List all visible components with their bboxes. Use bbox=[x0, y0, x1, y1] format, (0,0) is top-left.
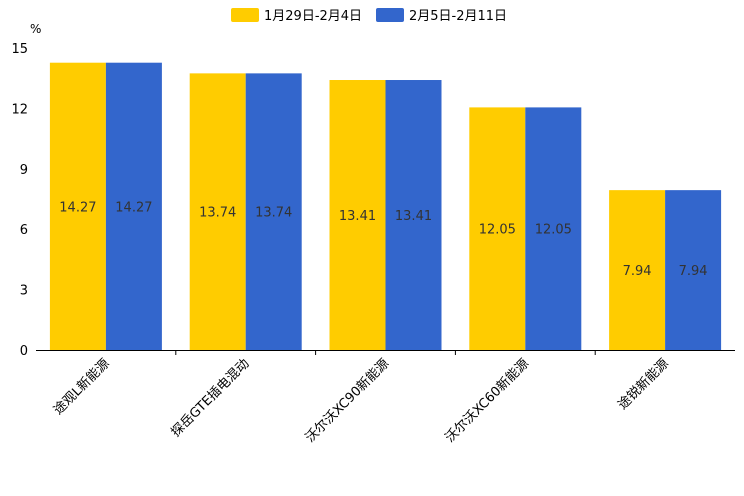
data-label: 13.41 bbox=[395, 209, 432, 224]
data-label: 14.27 bbox=[115, 200, 152, 215]
bar-series-2 bbox=[385, 80, 442, 351]
bar-series-2 bbox=[525, 107, 582, 350]
data-label: 12.05 bbox=[479, 223, 516, 238]
legend-label-series-1: 1月29日-2月4日 bbox=[264, 9, 362, 24]
y-tick-label: 12 bbox=[11, 102, 28, 117]
y-tick-label: 0 bbox=[20, 344, 28, 359]
y-tick-label: 6 bbox=[20, 223, 28, 238]
y-tick-label: 9 bbox=[20, 163, 28, 178]
bar-series-2 bbox=[245, 73, 302, 351]
y-tick-label: 15 bbox=[11, 42, 28, 57]
x-tick-label: 途观L新能源 bbox=[50, 356, 112, 418]
x-tick-label: 探岳GTE插电混动 bbox=[169, 356, 253, 440]
data-label: 7.94 bbox=[623, 264, 652, 279]
bar-series-2 bbox=[665, 190, 722, 350]
x-tick-label: 沃尔沃XC90新能源 bbox=[302, 356, 392, 446]
data-label: 13.41 bbox=[339, 209, 376, 224]
x-axis: 途观L新能源 探岳GTE插电混动 沃尔沃XC90新能源 沃尔沃XC60新能源 途锐新能源 bbox=[50, 350, 672, 446]
legend-label-series-2: 2月5日-2月11日 bbox=[409, 9, 507, 24]
data-label: 13.74 bbox=[255, 206, 292, 221]
legend-swatch-series-2 bbox=[376, 8, 404, 22]
bar-series-1 bbox=[329, 80, 386, 351]
data-labels: 14.27 14.27 13.74 13.74 13.41 13.41 12.05 12.05… bbox=[59, 200, 707, 279]
x-tick-label: 途锐新能源 bbox=[615, 356, 672, 413]
y-axis-unit: % bbox=[30, 22, 41, 36]
bar-series-1 bbox=[189, 73, 246, 351]
y-tick-label: 3 bbox=[20, 284, 28, 299]
legend-swatch-series-1 bbox=[231, 8, 259, 22]
legend: 1月29日-2月4日 2月5日-2月11日 bbox=[231, 8, 507, 24]
bar-series-1 bbox=[469, 107, 526, 350]
bar-series-2 bbox=[105, 62, 162, 351]
bar-series-1 bbox=[49, 62, 106, 351]
bars bbox=[49, 62, 722, 351]
data-label: 12.05 bbox=[535, 223, 572, 238]
x-tick-label: 沃尔沃XC60新能源 bbox=[442, 356, 532, 446]
bar-series-1 bbox=[609, 190, 666, 350]
data-label: 13.74 bbox=[199, 206, 236, 221]
y-axis: 0 3 6 9 12 15 bbox=[11, 42, 28, 359]
data-label: 14.27 bbox=[59, 200, 96, 215]
data-label: 7.94 bbox=[679, 264, 708, 279]
